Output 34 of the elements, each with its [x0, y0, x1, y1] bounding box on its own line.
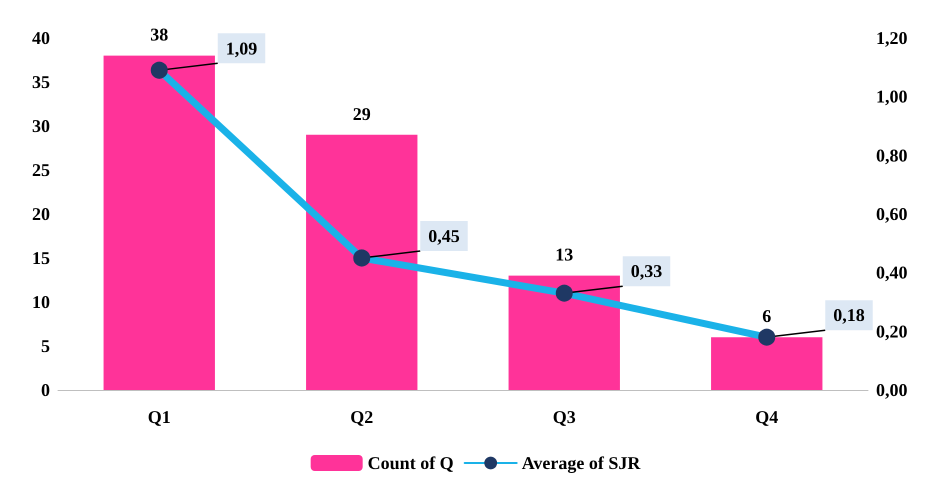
y-tick-label: 35 [32, 72, 50, 92]
y-tick-label: 5 [41, 336, 50, 356]
bar [711, 337, 822, 390]
y2-tick-label: 0,00 [876, 380, 908, 400]
x-tick-label: Q1 [148, 407, 171, 427]
legend-label: Count of Q [368, 453, 454, 473]
y-tick-label: 15 [32, 248, 50, 268]
bar [306, 134, 418, 390]
bar [104, 56, 215, 390]
x-tick-label: Q4 [755, 407, 778, 427]
y2-tick-label: 0,80 [876, 145, 908, 166]
data-label: 1,09 [226, 38, 258, 58]
y-tick-label: 40 [32, 28, 50, 48]
data-label: 29 [352, 104, 371, 124]
x-tick-label: Q2 [350, 407, 374, 427]
data-label: 38 [150, 24, 168, 45]
data-label: 0,33 [630, 261, 662, 282]
data-label: 0,18 [833, 305, 865, 326]
y-tick-label: 0 [41, 380, 50, 400]
x-tick-label: Q3 [552, 407, 576, 427]
data-label: 13 [555, 244, 574, 265]
data-label: 6 [762, 306, 772, 326]
y2-tick-label: 0,20 [876, 321, 908, 342]
data-label: 0,45 [428, 226, 460, 246]
y2-tick-label: 1,00 [876, 86, 908, 107]
legend-label: Average of SJR [522, 453, 642, 473]
y2-tick-label: 0,60 [876, 204, 908, 224]
y-tick-label: 10 [32, 292, 50, 312]
y2-tick-label: 0,40 [876, 262, 908, 283]
y-tick-label: 25 [32, 160, 50, 180]
y-tick-label: 20 [32, 204, 50, 224]
y-tick-label: 30 [32, 116, 50, 136]
bar [508, 276, 620, 390]
y2-tick-label: 1,20 [876, 28, 908, 48]
